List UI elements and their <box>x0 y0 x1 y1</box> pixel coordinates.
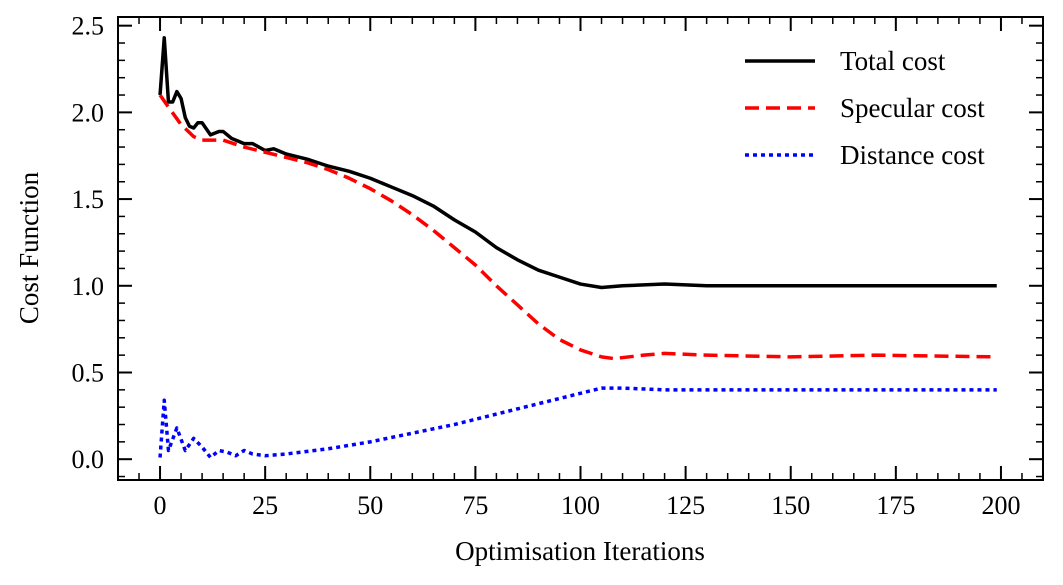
series-line-total-cost <box>158 36 997 290</box>
x-tick-label: 200 <box>981 491 1020 520</box>
series-line-distance-cost <box>158 386 997 460</box>
series-line-specular-cost <box>158 94 997 361</box>
legend-label: Distance cost <box>840 140 985 170</box>
y-tick-label: 1.0 <box>72 272 105 301</box>
x-tick-label: 125 <box>666 491 705 520</box>
x-tick-label: 50 <box>357 491 383 520</box>
legend-label: Specular cost <box>840 93 985 123</box>
x-tick-label: 25 <box>252 491 278 520</box>
legend: Total cost Specular cost Distance cost <box>745 46 985 170</box>
axes-frame <box>117 16 1044 481</box>
y-tick-label: 0.0 <box>72 445 105 474</box>
y-tick-label: 2.0 <box>72 98 105 127</box>
x-tick-label: 175 <box>876 491 915 520</box>
y-tick-label: 2.5 <box>72 12 105 41</box>
y-tick-label: 0.5 <box>72 358 105 387</box>
x-tick-label: 0 <box>154 491 167 520</box>
x-tick-label: 100 <box>561 491 600 520</box>
y-axis-label: Cost Function <box>14 171 44 324</box>
x-axis-label: Optimisation Iterations <box>455 536 705 566</box>
y-tick-label: 1.5 <box>72 185 105 214</box>
x-tick-label: 150 <box>771 491 810 520</box>
x-tick-label: 75 <box>462 491 488 520</box>
legend-label: Total cost <box>840 46 946 76</box>
